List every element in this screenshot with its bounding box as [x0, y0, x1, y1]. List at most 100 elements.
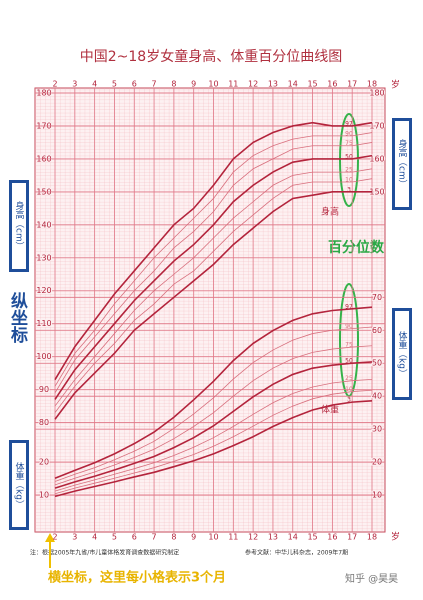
x-tick-label: 8 — [171, 533, 176, 542]
series-line — [54, 361, 373, 489]
y-axis-label: 身高（cm） — [13, 201, 24, 251]
y-tick-label: 140 — [36, 220, 51, 229]
series-line — [54, 378, 373, 492]
y-tick-label: 30 — [372, 425, 382, 434]
y-tick-label: 100 — [36, 352, 51, 361]
series-line — [54, 326, 373, 482]
series-line — [54, 400, 373, 498]
series-line — [54, 389, 373, 495]
series-label: 10 — [345, 176, 353, 183]
x-tick-label: 6 — [132, 80, 137, 89]
x-tick-label: 17 — [347, 533, 357, 542]
series-line — [54, 178, 373, 413]
x-tick-label: 9 — [191, 533, 196, 542]
series-line — [54, 142, 373, 394]
x-tick-label: 9 — [191, 80, 196, 89]
y-tick-label: 10 — [39, 491, 49, 500]
x-tick-label: 17 — [347, 80, 357, 89]
series-label: 90 — [345, 130, 353, 137]
y-tick-label: 90 — [39, 385, 49, 394]
x-tick-label: 10 — [208, 533, 218, 542]
x-tick-label: 18 — [367, 533, 377, 542]
series-label: 75 — [345, 342, 353, 349]
x-tick-label: 5 — [112, 80, 117, 89]
x-tick-label: 18 — [367, 80, 377, 89]
reference: 参考文献：中华儿科杂志，2009年7期 — [245, 549, 348, 557]
x-tick-label: 13 — [268, 533, 278, 542]
chart-title: 中国2~18岁女童身高、体重百分位曲线图 — [80, 48, 342, 65]
x-tick-label: 3 — [72, 80, 77, 89]
x-tick-label: 12 — [248, 533, 258, 542]
x-tick-label: 7 — [152, 533, 157, 542]
series-label: 97 — [345, 303, 353, 310]
y-tick-label: 50 — [372, 359, 382, 368]
x-unit: 岁 — [391, 531, 400, 543]
series-label: 25 — [345, 167, 353, 174]
series-label: 3 — [347, 397, 351, 404]
series-label: 50 — [345, 358, 353, 365]
series-line — [54, 121, 373, 381]
x-unit: 岁 — [391, 79, 400, 91]
x-tick-label: 3 — [72, 533, 77, 542]
minor-grid — [35, 88, 385, 532]
x-axis-note: 横坐标，这里每小格表示3个月 — [48, 570, 226, 586]
series-line — [54, 191, 372, 420]
y-tick-label: 60 — [372, 326, 382, 335]
watermark: 知乎 @昊昊 — [345, 572, 398, 585]
series-line — [54, 306, 373, 479]
x-tick-label: 11 — [228, 533, 238, 542]
y-tick-label: 70 — [372, 293, 382, 302]
series-label: 3 — [347, 186, 351, 193]
y-tick-label: 40 — [372, 392, 382, 401]
y-tick-label: 120 — [36, 286, 51, 295]
x-tick-label: 2 — [52, 80, 57, 89]
x-tick-label: 8 — [171, 80, 176, 89]
series-label: 97 — [345, 120, 353, 127]
series-line — [54, 154, 373, 400]
x-tick-label: 12 — [248, 80, 258, 89]
series-line — [54, 345, 373, 486]
y-axis-label-box: 身高（cm） — [392, 118, 412, 210]
arrow-head — [45, 533, 55, 542]
y2-axis-label-box: 体重（kg） — [392, 308, 412, 400]
highlight-ellipse — [339, 113, 359, 207]
x-tick-label: 2 — [52, 533, 57, 542]
series-label: 25 — [345, 375, 353, 382]
y2-axis-label-box: 体重（kg） — [9, 440, 29, 530]
series-line — [54, 132, 373, 387]
x-tick-label: 14 — [288, 80, 298, 89]
y-axis-label: 身高（cm） — [396, 139, 407, 189]
x-tick-label: 6 — [132, 533, 137, 542]
x-tick-label: 13 — [268, 80, 278, 89]
y-tick-label: 110 — [36, 319, 51, 328]
x-tick-label: 15 — [307, 80, 317, 89]
x-tick-label: 5 — [112, 533, 117, 542]
series-line — [54, 168, 373, 407]
x-tick-label: 14 — [288, 533, 298, 542]
y-axis-note: 纵坐标 — [7, 292, 27, 343]
series-label: 90 — [345, 323, 353, 330]
x-tick-label: 11 — [228, 80, 238, 89]
x-tick-label: 16 — [327, 80, 337, 89]
y-tick-label: 20 — [39, 458, 49, 467]
curve-label: 身高 — [321, 206, 339, 218]
x-tick-label: 7 — [152, 80, 157, 89]
x-tick-label: 4 — [92, 533, 97, 542]
y-axis-label-box: 身高（cm） — [9, 180, 29, 272]
series-label: 50 — [345, 153, 353, 160]
y-tick-label: 130 — [36, 253, 51, 262]
percentile-note: 百分位数 — [328, 239, 385, 256]
series-label: 10 — [345, 386, 353, 393]
x-tick-label: 16 — [327, 533, 337, 542]
y-tick-label: 150 — [369, 187, 384, 196]
series-label: 75 — [345, 140, 353, 147]
y-tick-label: 180 — [369, 89, 384, 98]
y2-axis-label: 体重（kg） — [396, 330, 407, 378]
y-tick-label: 170 — [369, 121, 384, 130]
y-tick-label: 160 — [369, 154, 384, 163]
y2-axis-label: 体重（kg） — [13, 461, 24, 509]
y-tick-label: 80 — [39, 418, 49, 427]
note: 注：根据2005年九省/市儿童体格发育调查数据研究制定 — [30, 549, 179, 557]
